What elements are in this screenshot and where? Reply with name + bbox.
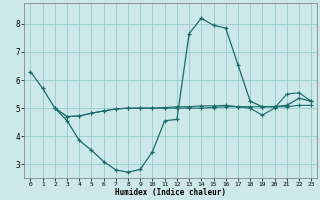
X-axis label: Humidex (Indice chaleur): Humidex (Indice chaleur) [115,188,226,197]
